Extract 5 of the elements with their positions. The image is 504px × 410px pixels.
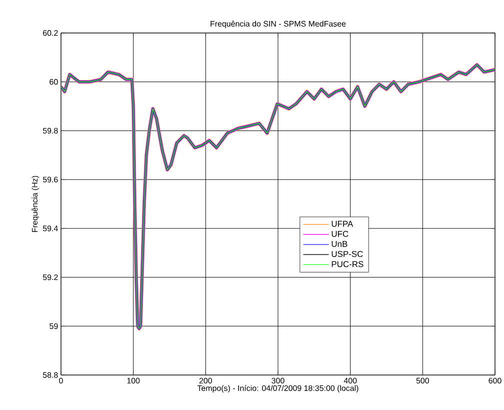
- legend-label: UnB: [332, 240, 348, 247]
- legend-label: UFC: [332, 230, 348, 237]
- legend-label: USP-SC: [332, 251, 363, 257]
- legend-label: PUC-RS: [332, 261, 364, 268]
- legend-label: UFPA: [332, 220, 354, 227]
